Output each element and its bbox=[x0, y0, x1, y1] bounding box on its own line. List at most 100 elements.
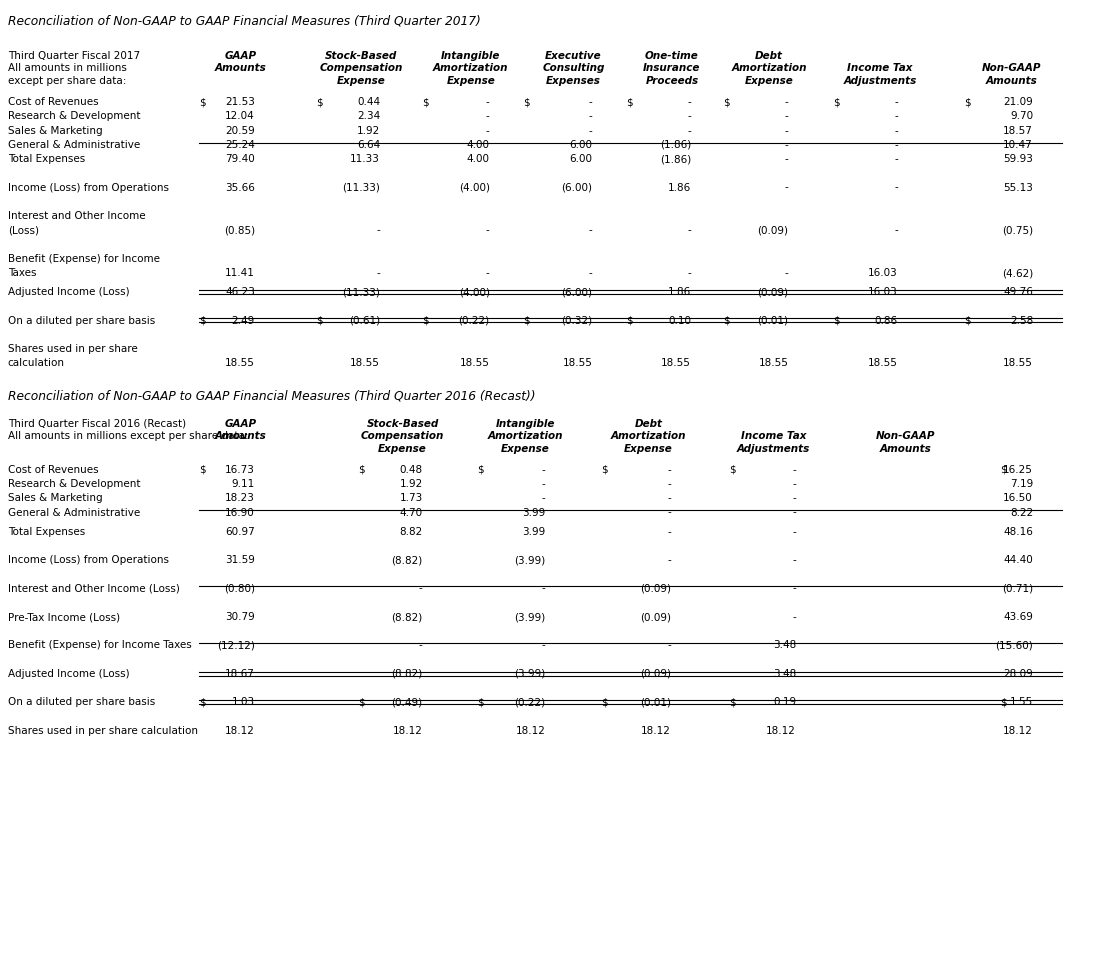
Text: Shares used in per share: Shares used in per share bbox=[8, 344, 138, 354]
Text: -: - bbox=[894, 126, 898, 136]
Text: (3.99): (3.99) bbox=[514, 554, 546, 564]
Text: -: - bbox=[377, 268, 380, 278]
Text: -: - bbox=[486, 126, 490, 136]
Text: 1.03: 1.03 bbox=[231, 697, 255, 706]
Text: -: - bbox=[785, 183, 788, 192]
Text: (8.82): (8.82) bbox=[391, 611, 423, 622]
Text: -: - bbox=[688, 268, 691, 278]
Text: -: - bbox=[894, 154, 898, 164]
Text: GAAP: GAAP bbox=[225, 418, 256, 429]
Text: -: - bbox=[589, 126, 593, 136]
Text: 44.40: 44.40 bbox=[1003, 554, 1033, 564]
Text: -: - bbox=[419, 583, 423, 593]
Text: 9.70: 9.70 bbox=[1010, 111, 1033, 121]
Text: -: - bbox=[667, 493, 671, 503]
Text: $: $ bbox=[626, 315, 633, 325]
Text: -: - bbox=[667, 479, 671, 488]
Text: 11.41: 11.41 bbox=[225, 268, 255, 278]
Text: Cost of Revenues: Cost of Revenues bbox=[8, 97, 98, 107]
Text: 18.55: 18.55 bbox=[661, 357, 691, 368]
Text: 49.76: 49.76 bbox=[1003, 286, 1033, 297]
Text: (0.22): (0.22) bbox=[514, 697, 546, 706]
Text: 48.16: 48.16 bbox=[1003, 526, 1033, 536]
Text: Adjustments: Adjustments bbox=[737, 443, 811, 454]
Text: Proceeds: Proceeds bbox=[645, 76, 699, 86]
Text: -: - bbox=[894, 97, 898, 107]
Text: Interest and Other Income (Loss): Interest and Other Income (Loss) bbox=[8, 583, 180, 593]
Text: Benefit (Expense) for Income Taxes: Benefit (Expense) for Income Taxes bbox=[8, 640, 191, 650]
Text: 16.73: 16.73 bbox=[225, 464, 255, 475]
Text: $: $ bbox=[358, 697, 364, 706]
Text: -: - bbox=[894, 139, 898, 150]
Text: Intangible: Intangible bbox=[495, 418, 556, 429]
Text: 18.55: 18.55 bbox=[758, 357, 788, 368]
Text: 18.12: 18.12 bbox=[641, 726, 671, 735]
Text: (0.01): (0.01) bbox=[757, 315, 788, 325]
Text: Income Tax: Income Tax bbox=[741, 431, 806, 441]
Text: -: - bbox=[793, 611, 796, 622]
Text: Amortization: Amortization bbox=[487, 431, 563, 441]
Text: $: $ bbox=[199, 464, 206, 475]
Text: Compensation: Compensation bbox=[361, 431, 444, 441]
Text: -: - bbox=[688, 126, 691, 136]
Text: Stock-Based: Stock-Based bbox=[325, 51, 397, 61]
Text: 79.40: 79.40 bbox=[225, 154, 255, 164]
Text: 25.24: 25.24 bbox=[225, 139, 255, 150]
Text: -: - bbox=[486, 268, 490, 278]
Text: 4.00: 4.00 bbox=[466, 154, 490, 164]
Text: Debt: Debt bbox=[755, 51, 784, 61]
Text: Amounts: Amounts bbox=[215, 63, 266, 73]
Text: $: $ bbox=[316, 97, 323, 107]
Text: (3.99): (3.99) bbox=[514, 611, 546, 622]
Text: Benefit (Expense) for Income: Benefit (Expense) for Income bbox=[8, 254, 160, 263]
Text: 0.44: 0.44 bbox=[357, 97, 380, 107]
Text: $: $ bbox=[723, 97, 730, 107]
Text: 0.19: 0.19 bbox=[773, 697, 796, 706]
Text: (0.80): (0.80) bbox=[224, 583, 255, 593]
Text: Insurance: Insurance bbox=[643, 63, 701, 73]
Text: $: $ bbox=[199, 697, 206, 706]
Text: Adjustments: Adjustments bbox=[843, 76, 917, 86]
Text: 21.09: 21.09 bbox=[1003, 97, 1033, 107]
Text: Total Expenses: Total Expenses bbox=[8, 154, 85, 164]
Text: 2.34: 2.34 bbox=[357, 111, 380, 121]
Text: Income Tax: Income Tax bbox=[847, 63, 912, 73]
Text: 9.11: 9.11 bbox=[231, 479, 255, 488]
Text: 0.10: 0.10 bbox=[667, 315, 691, 325]
Text: -: - bbox=[785, 139, 788, 150]
Text: $: $ bbox=[477, 464, 484, 475]
Text: -: - bbox=[688, 97, 691, 107]
Text: Sales & Marketing: Sales & Marketing bbox=[8, 126, 103, 136]
Text: One-time: One-time bbox=[645, 51, 699, 61]
Text: -: - bbox=[589, 97, 593, 107]
Text: 1.73: 1.73 bbox=[399, 493, 423, 503]
Text: 16.90: 16.90 bbox=[225, 507, 255, 517]
Text: 11.33: 11.33 bbox=[350, 154, 380, 164]
Text: On a diluted per share basis: On a diluted per share basis bbox=[8, 315, 155, 325]
Text: Non-GAAP: Non-GAAP bbox=[875, 431, 936, 441]
Text: (0.71): (0.71) bbox=[1002, 583, 1033, 593]
Text: 6.64: 6.64 bbox=[357, 139, 380, 150]
Text: (1.86): (1.86) bbox=[660, 139, 691, 150]
Text: (4.00): (4.00) bbox=[458, 183, 490, 192]
Text: Cost of Revenues: Cost of Revenues bbox=[8, 464, 98, 475]
Text: 60.97: 60.97 bbox=[225, 526, 255, 536]
Text: -: - bbox=[542, 493, 546, 503]
Text: 7.19: 7.19 bbox=[1010, 479, 1033, 488]
Text: 4.70: 4.70 bbox=[399, 507, 423, 517]
Text: 18.67: 18.67 bbox=[225, 668, 255, 678]
Text: Reconciliation of Non-GAAP to GAAP Financial Measures (Third Quarter 2017): Reconciliation of Non-GAAP to GAAP Finan… bbox=[8, 14, 481, 28]
Text: -: - bbox=[667, 554, 671, 564]
Text: -: - bbox=[688, 225, 691, 235]
Text: 18.12: 18.12 bbox=[392, 726, 423, 735]
Text: 31.59: 31.59 bbox=[225, 554, 255, 564]
Text: Intangible: Intangible bbox=[440, 51, 501, 61]
Text: -: - bbox=[894, 111, 898, 121]
Text: 35.66: 35.66 bbox=[225, 183, 255, 192]
Text: -: - bbox=[793, 583, 796, 593]
Text: 1.92: 1.92 bbox=[399, 479, 423, 488]
Text: Expense: Expense bbox=[446, 76, 495, 86]
Text: Reconciliation of Non-GAAP to GAAP Financial Measures (Third Quarter 2016 (Recas: Reconciliation of Non-GAAP to GAAP Finan… bbox=[8, 389, 536, 403]
Text: $: $ bbox=[601, 697, 608, 706]
Text: Consulting: Consulting bbox=[542, 63, 605, 73]
